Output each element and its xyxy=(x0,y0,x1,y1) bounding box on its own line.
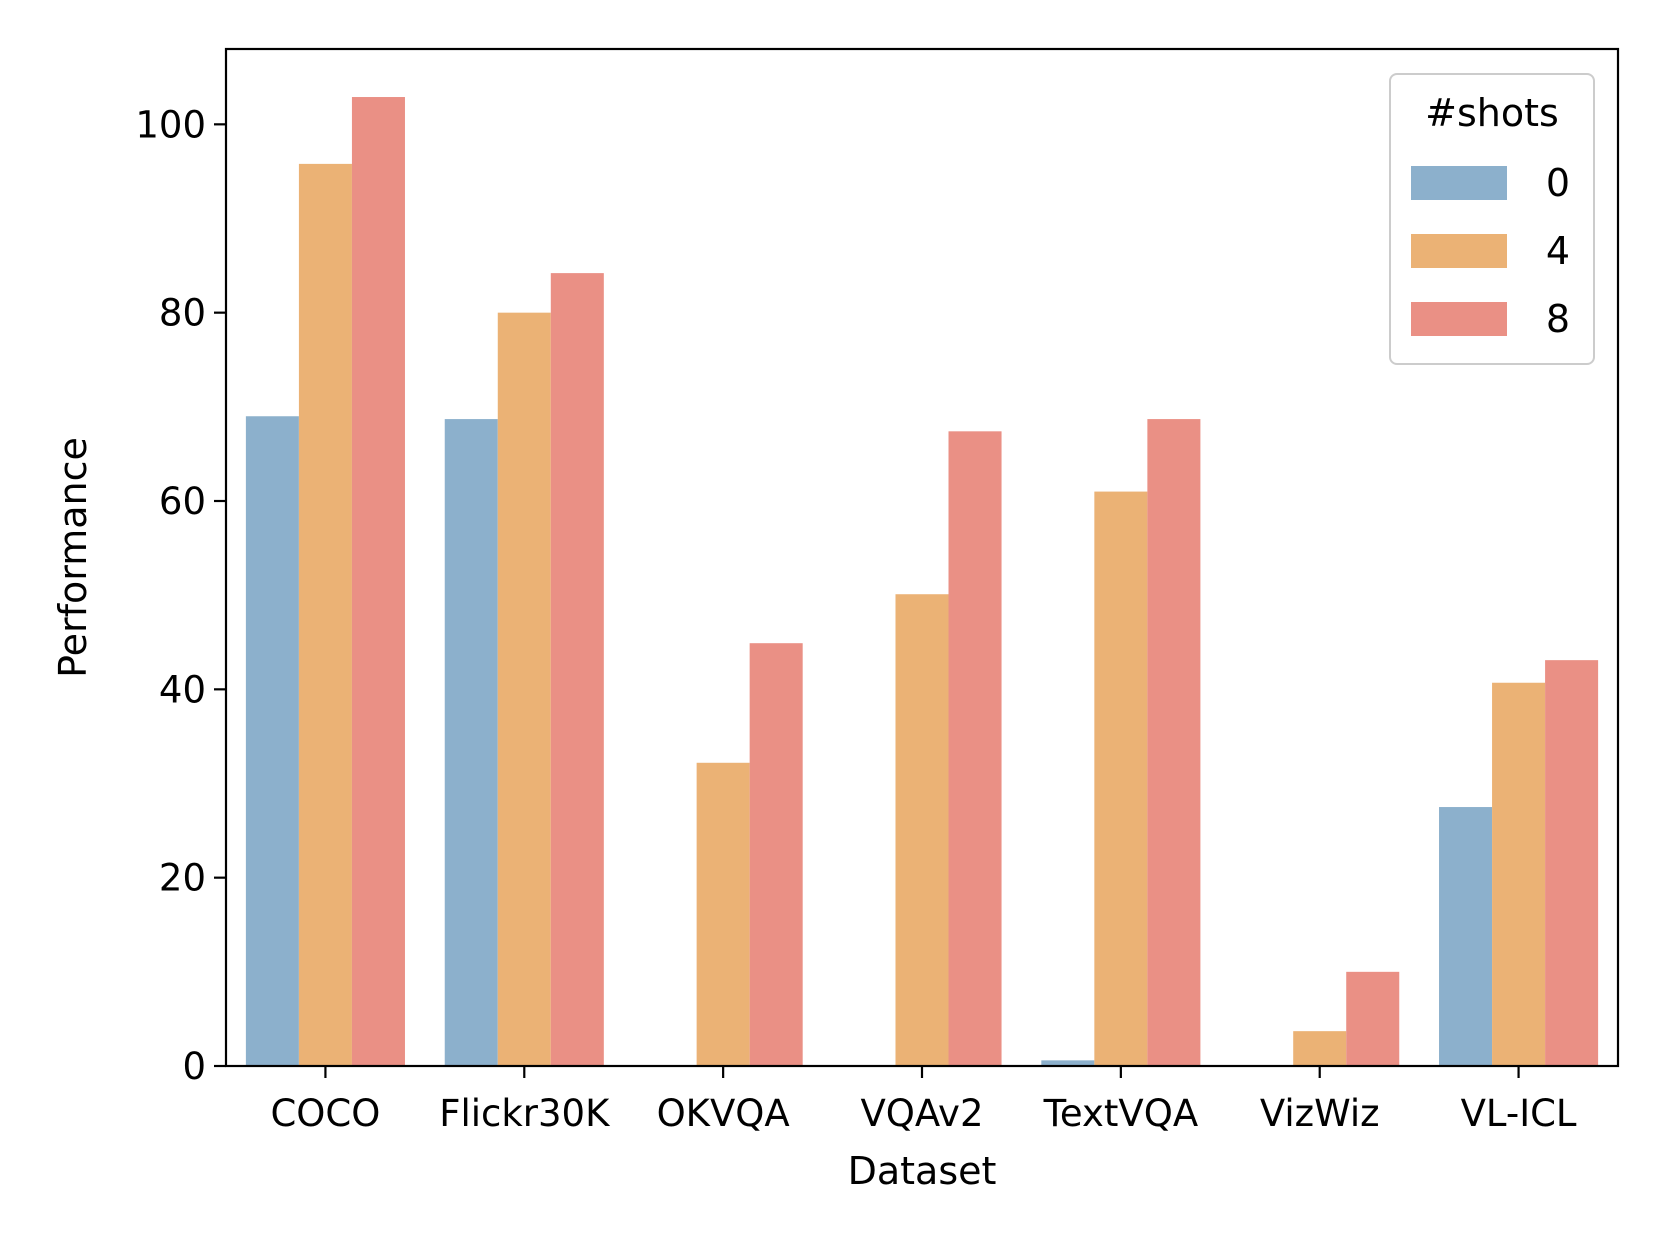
bars-layer xyxy=(245,97,1599,1067)
bar-vizwiz-shots-8 xyxy=(1346,971,1400,1066)
bar-okvqa-shots-8 xyxy=(749,643,803,1066)
y-tick-label: 0 xyxy=(182,1045,206,1088)
y-axis: 0 20 40 60 80 100 xyxy=(135,103,226,1088)
bar-vl-icl-shots-8 xyxy=(1545,660,1599,1066)
legend-label: 4 xyxy=(1546,229,1570,273)
y-tick-label: 80 xyxy=(159,292,206,335)
bar-vqav2-shots-8 xyxy=(948,431,1002,1067)
legend-swatch xyxy=(1411,302,1507,336)
bar-vl-icl-shots-4 xyxy=(1492,682,1546,1066)
x-tick-label: OKVQA xyxy=(657,1092,790,1135)
bar-okvqa-shots-4 xyxy=(696,762,750,1066)
y-tick-label: 20 xyxy=(159,857,206,900)
bar-coco-shots-4 xyxy=(298,163,352,1067)
x-tick-label: VizWiz xyxy=(1260,1092,1380,1135)
bar-textvqa-shots-8 xyxy=(1147,419,1201,1066)
bar-coco-shots-8 xyxy=(351,97,405,1066)
x-tick-label: Flickr30K xyxy=(439,1092,611,1135)
bar-flickr30k-shots-8 xyxy=(550,273,604,1066)
x-tick-label: TextVQA xyxy=(1043,1092,1199,1135)
x-tick-label: COCO xyxy=(270,1092,380,1135)
legend-label: 0 xyxy=(1546,161,1570,205)
legend-items: 0 4 8 xyxy=(1411,161,1570,341)
y-axis-label: Performance xyxy=(51,437,95,678)
bar-flickr30k-shots-4 xyxy=(497,312,551,1067)
plot-frame xyxy=(224,47,1620,1068)
bar-vqav2-shots-4 xyxy=(895,594,949,1066)
y-tick-label: 40 xyxy=(159,668,206,711)
x-axis: COCO Flickr30K OKVQA VQAv2 TextVQA VizWiz VL-I… xyxy=(270,1066,1577,1135)
x-axis-label: Dataset xyxy=(848,1149,997,1193)
legend-title: #shots xyxy=(1425,91,1559,135)
bar-flickr30k-shots-0 xyxy=(444,419,498,1066)
legend-swatch xyxy=(1411,234,1507,268)
legend-box xyxy=(1389,73,1595,365)
x-tick-label: VQAv2 xyxy=(860,1092,983,1135)
bar-vizwiz-shots-4 xyxy=(1293,1031,1347,1066)
x-tick-label: VL-ICL xyxy=(1461,1092,1577,1135)
y-tick-label: 100 xyxy=(135,103,206,146)
legend-swatch xyxy=(1411,166,1507,200)
legend: #shots 0 4 8 xyxy=(1389,73,1595,365)
legend-label: 8 xyxy=(1546,297,1570,341)
bar-vl-icl-shots-0 xyxy=(1439,807,1493,1066)
bar-textvqa-shots-0 xyxy=(1041,1060,1095,1066)
bar-coco-shots-0 xyxy=(245,416,299,1066)
bar-textvqa-shots-4 xyxy=(1094,491,1148,1066)
y-tick-label: 60 xyxy=(159,480,206,523)
